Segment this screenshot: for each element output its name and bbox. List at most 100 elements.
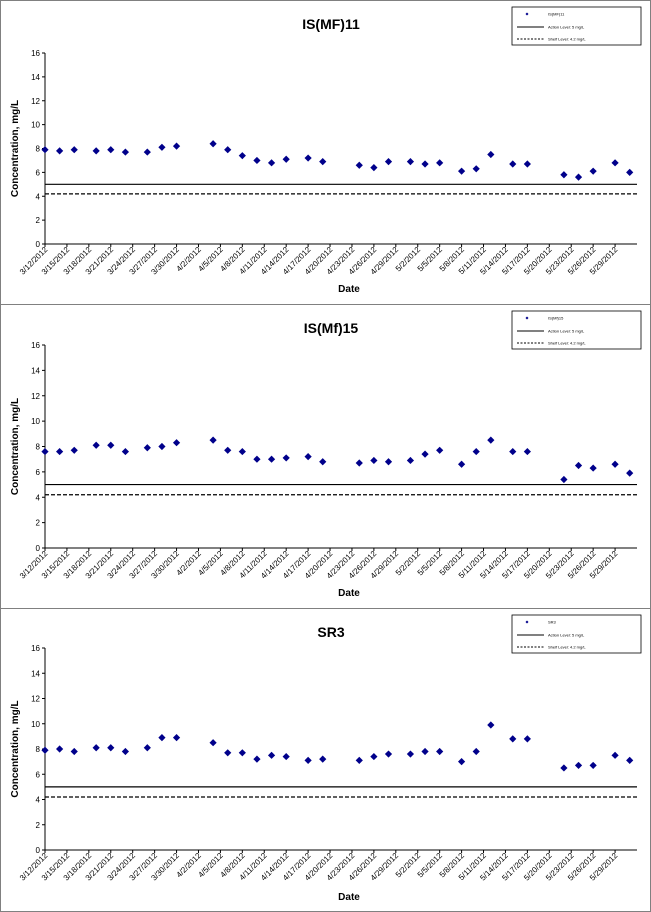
y-tick-label: 16 (31, 644, 40, 653)
data-point (56, 447, 64, 456)
data-point (121, 747, 129, 756)
data-point (107, 441, 115, 449)
data-point (457, 167, 466, 175)
data-point (457, 758, 466, 766)
data-point (355, 161, 363, 169)
data-point (370, 752, 378, 761)
legend-box (511, 614, 642, 654)
data-point (406, 750, 415, 758)
data-point (143, 444, 151, 452)
legend-label: Action Level: 5 mg/L (548, 633, 585, 638)
y-tick-label: 14 (31, 73, 40, 82)
chart-title: IS(MF)11 (302, 16, 360, 32)
data-point (384, 458, 393, 466)
chart-panel-2: IS(Mf)15 Concentration, mg/L 0 2 4 6 8 10 12 14 16… (0, 304, 651, 599)
legend: IS(MF)11 Action Level: 5 mg/L Shelf Level:… (511, 6, 642, 46)
data-point (70, 146, 78, 154)
data-point (41, 746, 49, 754)
data-point (487, 436, 495, 444)
data-point (158, 442, 166, 451)
legend: IS(Mf)15 Action Level: 5 mg/L Shelf Level:… (511, 310, 642, 350)
data-point (560, 171, 568, 179)
data-point (56, 745, 64, 753)
legend: SR3 Action Level: 5 mg/L Shelf Level: 4.2 … (511, 614, 642, 654)
data-point (472, 447, 480, 456)
data-point (626, 756, 634, 764)
data-point (267, 455, 276, 463)
data-point (406, 158, 415, 166)
legend-label: Shelf Level: 4.2 mg/L (548, 341, 586, 346)
legend-marker (525, 316, 529, 320)
y-tick-label: 2 (36, 821, 41, 830)
y-tick-label: 10 (31, 720, 40, 729)
data-point (626, 469, 634, 477)
data-point (319, 755, 327, 763)
data-point (209, 140, 217, 148)
y-tick-label: 10 (31, 417, 40, 426)
y-tick-label: 4 (36, 192, 41, 201)
data-point (523, 447, 531, 456)
data-point (523, 160, 531, 168)
data-point (224, 446, 232, 454)
data-point (267, 159, 276, 167)
data-point (143, 744, 151, 752)
data-point (282, 752, 290, 761)
data-point (370, 456, 378, 465)
data-point (92, 441, 100, 449)
data-point (304, 756, 312, 764)
data-point (589, 464, 597, 472)
data-point (574, 461, 583, 470)
y-tick-label: 16 (31, 49, 40, 58)
y-tick-label: 8 (36, 145, 41, 154)
legend-marker (525, 620, 529, 624)
data-point (238, 447, 246, 456)
legend-box (511, 310, 642, 350)
legend-label: Shelf Level: 4.2 mg/L (548, 37, 586, 42)
data-point (253, 156, 261, 165)
y-tick-label: 0 (36, 240, 41, 249)
data-point (611, 751, 619, 759)
data-point (172, 734, 181, 742)
data-point (158, 143, 166, 151)
data-point (319, 458, 327, 466)
data-point (253, 755, 261, 763)
y-tick-label: 2 (36, 519, 41, 528)
data-point (92, 744, 100, 752)
x-axis-label: Date (338, 892, 360, 903)
data-point (472, 747, 480, 756)
data-point (457, 460, 466, 468)
data-point (282, 155, 290, 163)
y-axis-label: Concentration, mg/L (10, 700, 21, 797)
data-point (70, 747, 78, 756)
data-point (589, 761, 597, 770)
data-point (355, 459, 363, 467)
data-point (209, 739, 217, 747)
data-point (384, 750, 393, 758)
y-tick-label: 0 (36, 846, 41, 855)
y-tick-label: 10 (31, 121, 40, 130)
data-point (121, 148, 129, 156)
y-tick-label: 6 (36, 168, 41, 177)
data-point (319, 158, 327, 166)
data-point (487, 150, 495, 159)
data-point (574, 761, 583, 770)
y-tick-label: 6 (36, 770, 41, 779)
data-point (107, 744, 115, 752)
data-point (304, 154, 312, 162)
data-point (355, 756, 363, 764)
data-point (158, 734, 166, 742)
data-point (611, 460, 619, 468)
x-axis-label: Date (338, 284, 360, 295)
chart-title: IS(Mf)15 (304, 320, 359, 336)
data-point (238, 152, 246, 160)
data-point (436, 446, 444, 454)
data-point (172, 142, 181, 150)
data-point (421, 747, 429, 756)
data-point (267, 751, 276, 759)
data-point (70, 446, 78, 454)
data-point (224, 749, 232, 757)
